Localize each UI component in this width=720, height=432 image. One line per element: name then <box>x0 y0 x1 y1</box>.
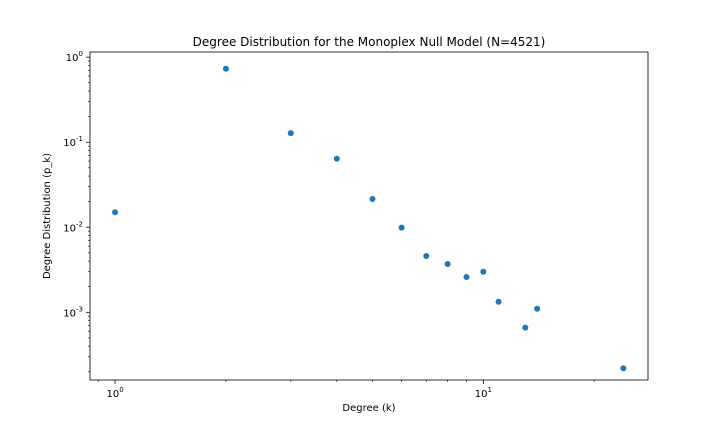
data-point <box>495 298 502 305</box>
chart-title: Degree Distribution for the Monoplex Nul… <box>193 35 546 49</box>
data-point <box>423 252 430 259</box>
y-tick-label: 10-2 <box>63 220 83 234</box>
plot-frame <box>89 51 649 381</box>
x-axis-label: Degree (k) <box>342 403 395 414</box>
data-point <box>398 224 405 231</box>
data-point <box>287 130 294 137</box>
data-point <box>534 305 541 312</box>
y-tick-label: 100 <box>66 50 83 64</box>
plot-area: 100 101 10-3 10-2 10-1 100 <box>63 50 649 400</box>
data-point <box>463 274 470 281</box>
x-tick-label: 100 <box>106 386 123 400</box>
data-point <box>112 209 119 216</box>
x-tick-label: 101 <box>475 386 492 400</box>
data-point <box>444 260 451 267</box>
y-axis-label: Degree Distribution (p_k) <box>42 153 53 279</box>
data-point <box>480 268 487 275</box>
data-point <box>369 195 376 202</box>
y-tick-label: 10-3 <box>63 305 83 319</box>
data-point <box>333 155 340 162</box>
data-point <box>522 324 529 331</box>
y-tick-label: 10-1 <box>63 135 83 149</box>
data-point <box>222 65 229 72</box>
data-point <box>620 365 627 372</box>
